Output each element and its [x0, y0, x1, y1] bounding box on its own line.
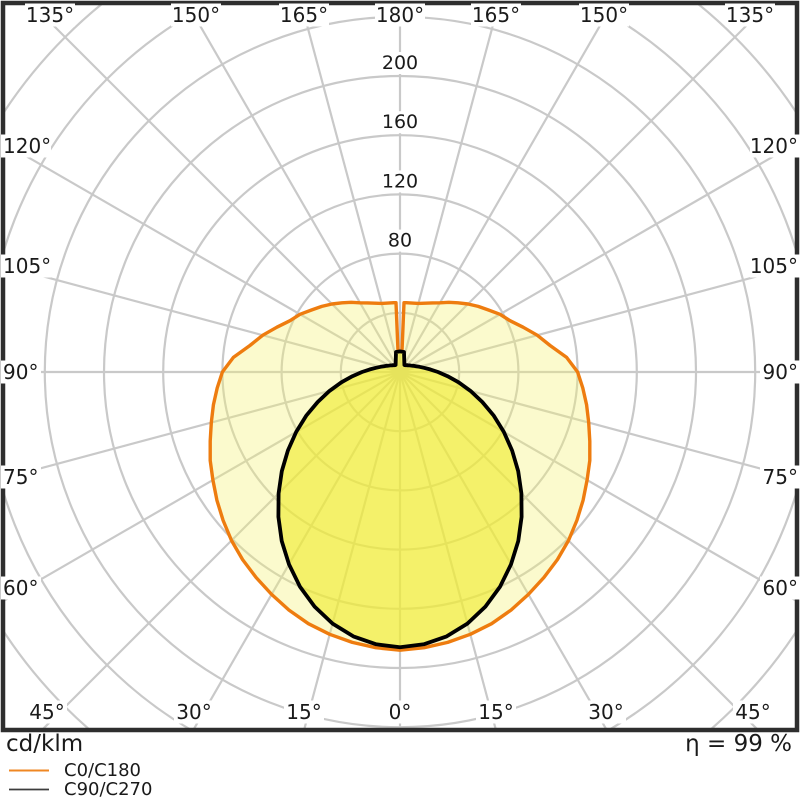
grid-ring: [102, 74, 698, 670]
angle-label-top-bg: [171, 3, 221, 27]
angle-label-right: 105°: [750, 254, 798, 278]
angle-label-bottom: 45°: [29, 700, 64, 724]
grid-ray: [399, 4, 770, 373]
angle-label-top-bg: [471, 3, 521, 27]
angle-label-bottom: 15°: [478, 700, 513, 724]
radial-tick-label: 160: [382, 111, 418, 133]
grid-ray: [4, 142, 401, 373]
grid-ray: [399, 4, 614, 373]
angle-label-top: 165°: [280, 3, 328, 27]
angle-label-left: 75°: [3, 465, 38, 489]
grid-ray: [399, 370, 796, 480]
angle-label-left-bg: [1, 254, 51, 278]
angle-label-right-bg: [750, 134, 800, 158]
angle-label-right-bg: [760, 576, 800, 600]
angle-label-bottom-bg: [27, 700, 67, 724]
angle-label-bottom: 45°: [735, 700, 770, 724]
legend: C0/C180 C90/C270: [8, 761, 152, 799]
grid-ray: [4, 264, 401, 374]
angle-label-bottom-bg: [386, 700, 414, 724]
legend-line-c90-c270-icon: [9, 788, 49, 791]
angle-label-left: 90°: [3, 360, 38, 384]
angle-label-bottom: 0°: [389, 700, 412, 724]
grid-ray: [398, 4, 500, 373]
radial-tick-label: 200: [382, 52, 418, 74]
angle-label-left-bg: [1, 465, 41, 489]
curves: [208, 300, 592, 652]
grid-ray: [300, 4, 402, 373]
angle-label-top: 150°: [580, 3, 628, 27]
legend-item-c0-c180: C0/C180: [8, 761, 152, 780]
angle-label-bottom: 30°: [176, 700, 211, 724]
angle-label-top: 150°: [172, 3, 220, 27]
angle-label-right: 60°: [763, 576, 798, 600]
angle-label-bottom: 15°: [286, 700, 321, 724]
angle-label-left-bg: [1, 576, 41, 600]
legend-label: C0/C180: [64, 759, 142, 781]
angle-label-top-bg: [375, 3, 425, 27]
angle-label-top-bg: [725, 3, 775, 27]
c90-c270-curve: [276, 349, 524, 650]
angle-label-left: 120°: [3, 134, 51, 158]
radial-tick-label: 120: [382, 170, 418, 192]
grid-ray: [186, 4, 401, 373]
radial-tick-label-bg: [386, 229, 414, 252]
angle-label-top-bg: [279, 3, 329, 27]
angle-label-right-bg: [750, 254, 800, 278]
legend-item-c90-c270: C90/C270: [8, 780, 152, 799]
angle-label-bottom-bg: [476, 700, 516, 724]
unit-label: cd/klm: [6, 731, 84, 757]
angle-label-right: 75°: [763, 465, 798, 489]
c90-c270-fill: [278, 351, 522, 648]
angle-label-left: 105°: [3, 254, 51, 278]
angle-label-right: 120°: [750, 134, 798, 158]
angle-label-bottom-bg: [284, 700, 324, 724]
angle-label-top: 135°: [726, 3, 774, 27]
radial-tick-label-bg: [380, 170, 420, 193]
angle-label-bottom-bg: [586, 700, 626, 724]
angle-label-top: 165°: [472, 3, 520, 27]
efficiency-label: η = 99 %: [685, 731, 792, 757]
legend-line-c0-c180-icon: [9, 769, 49, 772]
angle-label-top: 180°: [376, 3, 424, 27]
angle-label-left: 60°: [3, 576, 38, 600]
angle-label-top: 135°: [26, 3, 74, 27]
angle-label-left-bg: [1, 360, 41, 384]
grid-ray: [399, 142, 796, 373]
grid-ray: [30, 4, 401, 373]
angle-label-right-bg: [760, 360, 800, 384]
radial-tick-label-bg: [380, 111, 420, 134]
grid-ray: [399, 264, 796, 374]
angle-label-right: 90°: [763, 360, 798, 384]
axis-labels: 135° 150° 165° 180° 165° 150° 135° 45° 30° 15° 0° 1…: [1, 3, 800, 724]
angle-label-bottom: 30°: [588, 700, 623, 724]
grid-ray: [4, 370, 401, 480]
angle-label-right-bg: [760, 465, 800, 489]
angle-label-top-bg: [579, 3, 629, 27]
angle-label-bottom-bg: [733, 700, 773, 724]
angle-label-top-bg: [25, 3, 75, 27]
angle-label-bottom-bg: [174, 700, 214, 724]
legend-label: C90/C270: [64, 778, 153, 800]
radial-tick-label-bg: [380, 52, 420, 74]
angle-label-left-bg: [1, 134, 51, 158]
radial-tick-label: 80: [388, 230, 412, 252]
